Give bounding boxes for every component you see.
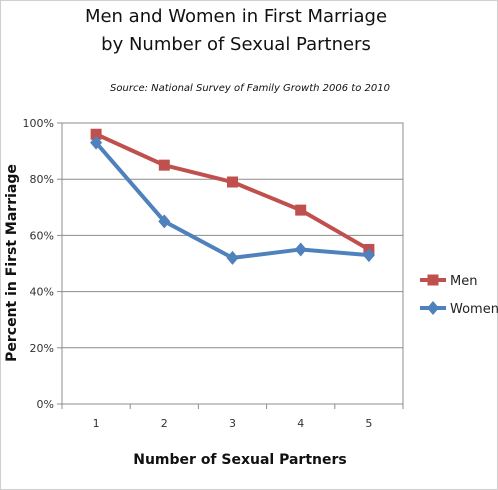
x-tick-label: 5 [365, 417, 372, 430]
data-point-men [295, 204, 307, 216]
legend: Men Women [420, 274, 498, 317]
x-tick-label: 3 [229, 417, 236, 430]
x-tick-label: 1 [93, 417, 100, 430]
chart-title-line2: by Number of Sexual Partners [101, 34, 371, 55]
legend-marker-men [427, 274, 439, 286]
legend-label-men: Men [450, 274, 477, 289]
data-point-women [294, 242, 307, 257]
data-point-women [158, 214, 171, 229]
x-tick-label: 4 [297, 417, 304, 430]
series-group [90, 128, 375, 265]
y-tick-label: 80% [30, 173, 54, 186]
series-line-women [94, 140, 371, 260]
data-point-men [158, 159, 170, 171]
y-tick-label: 100% [23, 117, 54, 130]
data-point-women [90, 135, 103, 150]
x-axis-ticks: 1 2 3 4 5 [61, 404, 404, 430]
y-axis-ticks: 0% 20% 40% 60% 80% 100% [23, 117, 62, 411]
data-point-men [90, 128, 102, 140]
y-tick-label: 20% [30, 342, 54, 355]
y-tick-label: 0% [37, 398, 54, 411]
chart-title: Men and Women in First Marriage [85, 6, 387, 27]
x-tick-label: 2 [161, 417, 168, 430]
data-point-women [226, 250, 239, 265]
x-axis-title: Number of Sexual Partners [133, 452, 346, 468]
legend-label-women: Women [450, 302, 498, 317]
legend-marker-women [427, 301, 439, 315]
y-axis-title: Percent in First Marriage [4, 164, 20, 362]
data-point-women [362, 248, 375, 263]
chart-subtitle: Source: National Survey of Family Growth… [110, 83, 390, 94]
y-tick-label: 60% [30, 229, 54, 242]
data-point-men [227, 176, 238, 188]
y-tick-label: 40% [30, 286, 54, 299]
